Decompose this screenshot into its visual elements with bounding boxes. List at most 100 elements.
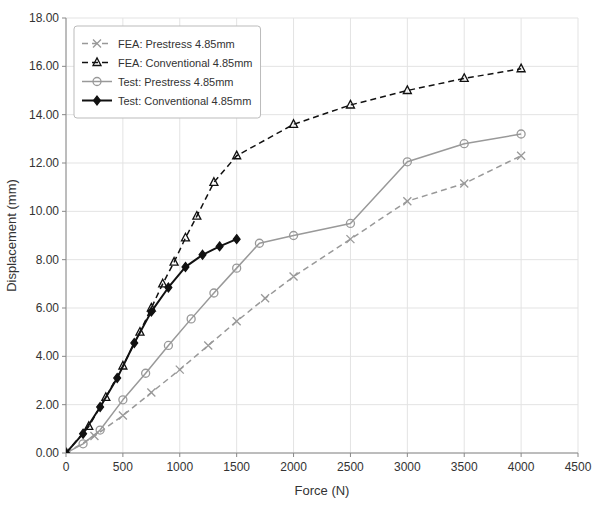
data-point <box>290 273 298 281</box>
x-tick <box>464 453 465 457</box>
y-tick-label: 18.00 <box>29 11 59 25</box>
x-tick-label: 2000 <box>280 460 307 474</box>
legend-line <box>82 81 112 83</box>
data-point <box>403 158 411 166</box>
y-tick <box>62 308 66 309</box>
data-point <box>170 257 178 265</box>
series-line <box>66 69 521 453</box>
y-tick <box>62 66 66 67</box>
x-tick <box>236 453 237 457</box>
data-point <box>159 279 167 287</box>
data-point <box>114 374 121 383</box>
data-point <box>290 232 298 240</box>
x-axis-line <box>66 453 578 454</box>
y-tick-label: 8.00 <box>36 253 60 267</box>
chart-container: 0500100015002000250030003500400045000.00… <box>0 0 600 507</box>
y-tick <box>62 404 66 405</box>
x-tick-label: 4500 <box>565 460 592 474</box>
x-tick-label: 2500 <box>337 460 364 474</box>
x-tick <box>521 453 522 457</box>
grid-line-x <box>578 18 579 453</box>
data-point <box>210 289 218 297</box>
y-tick <box>62 259 66 260</box>
data-point <box>233 264 241 272</box>
grid-line-x <box>521 18 522 453</box>
plot-area <box>66 64 525 453</box>
data-point <box>142 369 150 377</box>
grid-line-y <box>66 211 578 212</box>
data-point <box>119 412 127 420</box>
y-tick-label: 0.00 <box>36 446 60 460</box>
grid-line-y <box>66 259 578 260</box>
data-point <box>80 429 87 438</box>
data-point <box>460 180 468 188</box>
data-point <box>204 341 212 349</box>
grid-line-x <box>407 18 408 453</box>
data-point <box>403 197 411 205</box>
y-tick-label: 2.00 <box>36 398 60 412</box>
grid-line-y <box>66 356 578 357</box>
y-tick <box>62 211 66 212</box>
chart-svg: 0500100015002000250030003500400045000.00… <box>0 0 600 507</box>
legend-label: FEA: Conventional 4.85mm <box>118 57 253 69</box>
data-point <box>346 235 354 243</box>
data-point <box>193 212 201 220</box>
data-point <box>79 440 87 448</box>
grid <box>66 18 578 453</box>
legend-marker <box>94 96 101 105</box>
legend-frame <box>74 26 261 118</box>
legend-label: Test: Prestress 4.85mm <box>118 76 234 88</box>
x-tick-label: 500 <box>113 460 133 474</box>
data-point <box>210 178 218 186</box>
grid-line-x <box>464 18 465 453</box>
data-point <box>97 403 104 412</box>
y-tick-label: 14.00 <box>29 108 59 122</box>
series <box>66 152 525 453</box>
y-tick-label: 6.00 <box>36 301 60 315</box>
data-point <box>233 235 240 244</box>
data-point <box>119 396 127 404</box>
y-tick-label: 4.00 <box>36 349 60 363</box>
data-point <box>403 86 411 94</box>
x-tick-label: 3000 <box>394 460 421 474</box>
y-tick-label: 16.00 <box>29 59 59 73</box>
data-point <box>131 339 138 348</box>
data-point <box>517 64 525 72</box>
x-tick-label: 1500 <box>223 460 250 474</box>
grid-line-y <box>66 163 578 164</box>
grid-line-y <box>66 308 578 309</box>
grid-line-y <box>66 404 578 405</box>
x-tick <box>179 453 180 457</box>
data-point <box>66 449 69 453</box>
data-point <box>233 317 241 325</box>
x-tick-label: 1000 <box>166 460 193 474</box>
y-tick <box>62 163 66 164</box>
x-tick <box>350 453 351 457</box>
data-point <box>517 152 525 160</box>
data-point <box>460 140 468 148</box>
series-line <box>66 156 521 453</box>
data-point <box>346 100 354 108</box>
data-point <box>460 74 468 82</box>
grid-line-y <box>66 453 578 454</box>
legend-line <box>82 62 112 64</box>
y-tick <box>62 356 66 357</box>
series <box>66 235 240 453</box>
y-tick-label: 10.00 <box>29 204 59 218</box>
x-tick <box>122 453 123 457</box>
data-point <box>165 283 172 292</box>
grid-line-x <box>350 18 351 453</box>
x-tick <box>66 453 67 457</box>
data-point <box>517 130 525 138</box>
series-line <box>66 134 521 453</box>
data-point <box>182 263 189 272</box>
data-point <box>187 315 195 323</box>
legend-marker <box>93 78 101 86</box>
y-tick <box>62 18 66 19</box>
legend-marker <box>93 58 101 66</box>
x-tick-label: 3500 <box>451 460 478 474</box>
data-point <box>216 242 223 251</box>
y-axis-line <box>66 18 67 453</box>
x-axis-label: Force (N) <box>295 483 350 498</box>
y-tick <box>62 114 66 115</box>
